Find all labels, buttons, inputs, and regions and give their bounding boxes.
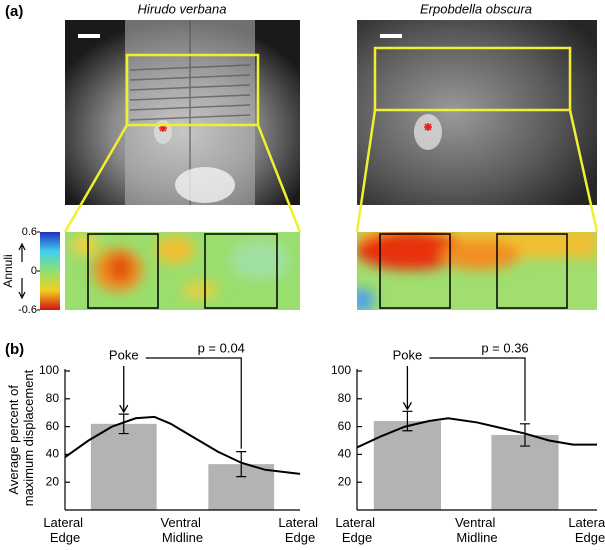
error-bar <box>402 410 413 432</box>
scale-bar <box>78 34 100 38</box>
x-tick-label: Lateral Edge <box>335 515 378 545</box>
panel-label: (a) <box>5 3 23 20</box>
x-tick-label: Lateral Edge <box>568 515 605 545</box>
x-tick-label: Ventral Midline <box>160 515 204 545</box>
poke-arrow <box>402 366 412 411</box>
roi-box <box>87 233 568 309</box>
bar <box>90 423 157 510</box>
photo <box>357 20 597 205</box>
x-tick-label: Ventral Midline <box>455 515 499 545</box>
poke-arrow <box>119 366 129 414</box>
species-name: Hirudo verbana <box>138 1 227 16</box>
significance-bracket <box>429 357 526 421</box>
fit-curve <box>64 415 301 475</box>
species-name: Erpobdella obscura <box>420 1 532 16</box>
heatmap <box>357 232 597 310</box>
poke-marker <box>159 123 432 132</box>
y-axis-label: Average percent of maximum displacement <box>6 369 36 506</box>
bar <box>491 434 559 510</box>
y-tick-label: 80 <box>338 391 352 405</box>
poke-label: Poke <box>393 347 423 362</box>
x-tick-label: Lateral Edge <box>278 515 321 545</box>
photo-highlight <box>175 167 235 203</box>
colorbar-arrows <box>18 242 26 300</box>
p-value: p = 0.36 <box>481 340 528 355</box>
error-bar <box>118 413 129 435</box>
p-value: p = 0.04 <box>198 340 245 355</box>
heatmap <box>65 232 300 310</box>
poke-label: Poke <box>109 347 139 362</box>
y-tick-label: 60 <box>46 419 60 433</box>
colorbar-label: Annuli <box>1 254 15 287</box>
significance-bracket <box>145 357 242 449</box>
colorbar-tick-label: -0.6 <box>18 304 37 316</box>
panel-label: (b) <box>5 341 24 358</box>
y-tick-label: 20 <box>338 474 352 488</box>
y-tick-label: 100 <box>331 363 351 377</box>
zoom-region <box>63 46 599 233</box>
y-tick-label: 40 <box>338 447 352 461</box>
colorbar-tick-label: 0.6 <box>22 226 37 238</box>
error-bar <box>520 423 530 447</box>
y-tick-label: 100 <box>39 363 59 377</box>
y-tick-label: 40 <box>46 447 60 461</box>
photo-highlight <box>414 114 442 150</box>
colorbar-tick-label: 0 <box>31 265 37 277</box>
colorbar <box>40 232 60 310</box>
y-tick-label: 60 <box>338 419 352 433</box>
scale-bar <box>380 34 402 38</box>
photo-stripes <box>129 20 251 205</box>
fit-curve <box>356 417 597 449</box>
y-tick-label: 20 <box>46 474 60 488</box>
x-tick-label: Lateral Edge <box>43 515 86 545</box>
bar <box>373 421 441 510</box>
y-tick-label: 80 <box>46 391 60 405</box>
error-bar <box>236 451 247 478</box>
